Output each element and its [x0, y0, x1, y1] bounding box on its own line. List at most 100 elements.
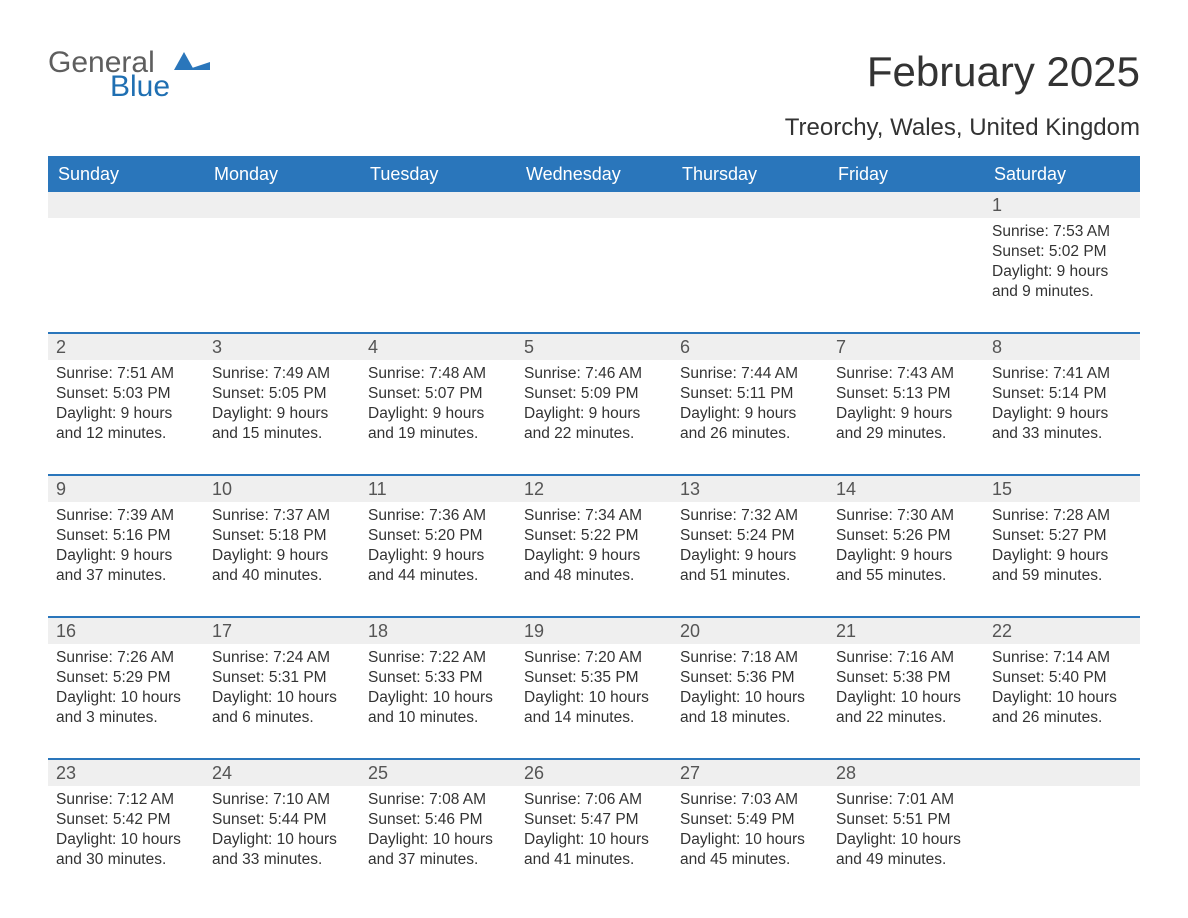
calendar-day-cell: 7Sunrise: 7:43 AMSunset: 5:13 PMDaylight… — [828, 333, 984, 475]
sunrise-text: Sunrise: 7:43 AM — [836, 364, 976, 384]
calendar-day-cell: 10Sunrise: 7:37 AMSunset: 5:18 PMDayligh… — [204, 475, 360, 617]
day-number: 28 — [828, 760, 984, 786]
day-details: Sunrise: 7:14 AMSunset: 5:40 PMDaylight:… — [984, 644, 1140, 737]
daylight-line2: and 41 minutes. — [524, 850, 664, 870]
calendar-day-cell: 11Sunrise: 7:36 AMSunset: 5:20 PMDayligh… — [360, 475, 516, 617]
daylight-line1: Daylight: 10 hours — [56, 688, 196, 708]
day-number: 10 — [204, 476, 360, 502]
daylight-line2: and 22 minutes. — [836, 708, 976, 728]
daylight-line2: and 18 minutes. — [680, 708, 820, 728]
brand-logo: General Blue — [48, 48, 210, 102]
sunset-text: Sunset: 5:22 PM — [524, 526, 664, 546]
daylight-line1: Daylight: 10 hours — [524, 830, 664, 850]
sunrise-text: Sunrise: 7:12 AM — [56, 790, 196, 810]
daylight-line2: and 59 minutes. — [992, 566, 1132, 586]
day-number — [48, 192, 204, 218]
day-number: 1 — [984, 192, 1140, 218]
daylight-line1: Daylight: 9 hours — [212, 404, 352, 424]
daylight-line2: and 14 minutes. — [524, 708, 664, 728]
day-details: Sunrise: 7:10 AMSunset: 5:44 PMDaylight:… — [204, 786, 360, 879]
calendar-body: 1Sunrise: 7:53 AMSunset: 5:02 PMDaylight… — [48, 192, 1140, 900]
daylight-line1: Daylight: 9 hours — [992, 546, 1132, 566]
sunrise-text: Sunrise: 7:44 AM — [680, 364, 820, 384]
calendar-day-cell: 6Sunrise: 7:44 AMSunset: 5:11 PMDaylight… — [672, 333, 828, 475]
month-title: February 2025 — [785, 48, 1140, 96]
daylight-line1: Daylight: 10 hours — [992, 688, 1132, 708]
daylight-line2: and 9 minutes. — [992, 282, 1132, 302]
calendar-day-cell: 12Sunrise: 7:34 AMSunset: 5:22 PMDayligh… — [516, 475, 672, 617]
calendar-table: Sunday Monday Tuesday Wednesday Thursday… — [48, 156, 1140, 900]
daylight-line2: and 51 minutes. — [680, 566, 820, 586]
sunset-text: Sunset: 5:20 PM — [368, 526, 508, 546]
calendar-day-cell: 19Sunrise: 7:20 AMSunset: 5:35 PMDayligh… — [516, 617, 672, 759]
calendar-day-cell: 16Sunrise: 7:26 AMSunset: 5:29 PMDayligh… — [48, 617, 204, 759]
daylight-line1: Daylight: 9 hours — [524, 404, 664, 424]
day-number — [672, 192, 828, 218]
sunset-text: Sunset: 5:24 PM — [680, 526, 820, 546]
calendar-day-cell — [516, 192, 672, 333]
day-details: Sunrise: 7:08 AMSunset: 5:46 PMDaylight:… — [360, 786, 516, 879]
day-number: 4 — [360, 334, 516, 360]
sunset-text: Sunset: 5:47 PM — [524, 810, 664, 830]
daylight-line1: Daylight: 9 hours — [56, 404, 196, 424]
daylight-line2: and 33 minutes. — [992, 424, 1132, 444]
day-details: Sunrise: 7:06 AMSunset: 5:47 PMDaylight:… — [516, 786, 672, 879]
calendar-week-row: 2Sunrise: 7:51 AMSunset: 5:03 PMDaylight… — [48, 333, 1140, 475]
daylight-line1: Daylight: 9 hours — [680, 546, 820, 566]
sunrise-text: Sunrise: 7:14 AM — [992, 648, 1132, 668]
daylight-line1: Daylight: 10 hours — [836, 688, 976, 708]
sunset-text: Sunset: 5:09 PM — [524, 384, 664, 404]
day-details: Sunrise: 7:03 AMSunset: 5:49 PMDaylight:… — [672, 786, 828, 879]
daylight-line1: Daylight: 9 hours — [836, 546, 976, 566]
calendar-day-cell: 18Sunrise: 7:22 AMSunset: 5:33 PMDayligh… — [360, 617, 516, 759]
calendar-day-cell — [672, 192, 828, 333]
daylight-line2: and 44 minutes. — [368, 566, 508, 586]
daylight-line1: Daylight: 9 hours — [680, 404, 820, 424]
sunrise-text: Sunrise: 7:51 AM — [56, 364, 196, 384]
day-number: 12 — [516, 476, 672, 502]
sunset-text: Sunset: 5:31 PM — [212, 668, 352, 688]
sunset-text: Sunset: 5:03 PM — [56, 384, 196, 404]
sunrise-text: Sunrise: 7:01 AM — [836, 790, 976, 810]
sunset-text: Sunset: 5:33 PM — [368, 668, 508, 688]
calendar-day-cell — [984, 759, 1140, 900]
day-number — [360, 192, 516, 218]
daylight-line2: and 33 minutes. — [212, 850, 352, 870]
day-details: Sunrise: 7:46 AMSunset: 5:09 PMDaylight:… — [516, 360, 672, 453]
day-details: Sunrise: 7:32 AMSunset: 5:24 PMDaylight:… — [672, 502, 828, 595]
sunset-text: Sunset: 5:16 PM — [56, 526, 196, 546]
calendar-day-cell: 5Sunrise: 7:46 AMSunset: 5:09 PMDaylight… — [516, 333, 672, 475]
daylight-line1: Daylight: 10 hours — [680, 830, 820, 850]
day-number: 23 — [48, 760, 204, 786]
weekday-header: Wednesday — [516, 156, 672, 192]
calendar-day-cell: 20Sunrise: 7:18 AMSunset: 5:36 PMDayligh… — [672, 617, 828, 759]
calendar-day-cell: 15Sunrise: 7:28 AMSunset: 5:27 PMDayligh… — [984, 475, 1140, 617]
daylight-line1: Daylight: 10 hours — [212, 830, 352, 850]
day-details: Sunrise: 7:30 AMSunset: 5:26 PMDaylight:… — [828, 502, 984, 595]
day-number: 6 — [672, 334, 828, 360]
sunrise-text: Sunrise: 7:08 AM — [368, 790, 508, 810]
daylight-line1: Daylight: 9 hours — [56, 546, 196, 566]
sunrise-text: Sunrise: 7:53 AM — [992, 222, 1132, 242]
daylight-line1: Daylight: 10 hours — [836, 830, 976, 850]
day-number: 11 — [360, 476, 516, 502]
calendar-day-cell — [204, 192, 360, 333]
sunset-text: Sunset: 5:27 PM — [992, 526, 1132, 546]
sunrise-text: Sunrise: 7:37 AM — [212, 506, 352, 526]
daylight-line1: Daylight: 9 hours — [212, 546, 352, 566]
calendar-day-cell: 1Sunrise: 7:53 AMSunset: 5:02 PMDaylight… — [984, 192, 1140, 333]
location: Treorchy, Wales, United Kingdom — [785, 114, 1140, 142]
sunrise-text: Sunrise: 7:36 AM — [368, 506, 508, 526]
sunset-text: Sunset: 5:40 PM — [992, 668, 1132, 688]
calendar-day-cell: 28Sunrise: 7:01 AMSunset: 5:51 PMDayligh… — [828, 759, 984, 900]
daylight-line1: Daylight: 10 hours — [368, 688, 508, 708]
day-number: 18 — [360, 618, 516, 644]
day-number: 2 — [48, 334, 204, 360]
daylight-line1: Daylight: 10 hours — [524, 688, 664, 708]
day-number: 20 — [672, 618, 828, 644]
daylight-line1: Daylight: 10 hours — [212, 688, 352, 708]
day-number: 25 — [360, 760, 516, 786]
day-number: 13 — [672, 476, 828, 502]
calendar-day-cell: 21Sunrise: 7:16 AMSunset: 5:38 PMDayligh… — [828, 617, 984, 759]
weekday-header: Friday — [828, 156, 984, 192]
